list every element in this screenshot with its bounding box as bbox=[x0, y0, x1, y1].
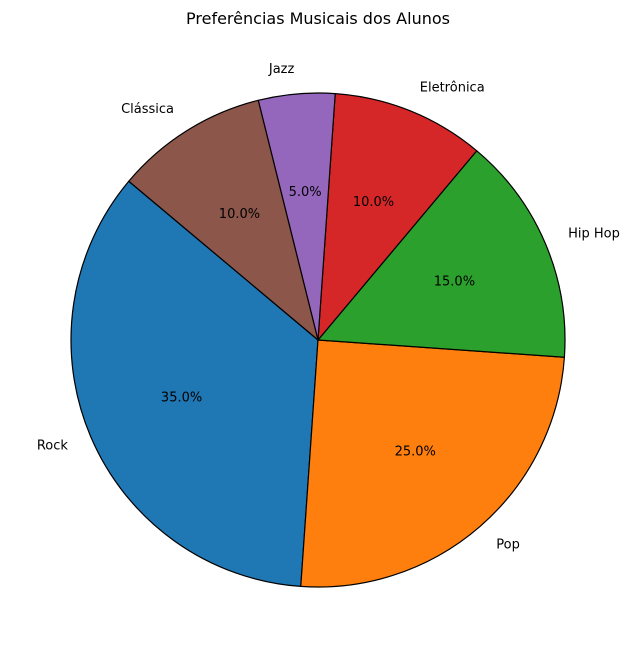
labels-layer: Rock 35.0% Pop 25.0% Hip Hop 15.0% Eletrônica 1… bbox=[37, 62, 620, 553]
pie-slice-cl-ssica bbox=[128, 99, 319, 341]
slices-layer bbox=[70, 92, 566, 588]
percent-label-jazz: 5.0% bbox=[289, 185, 322, 200]
slice-label-jazz: Jazz bbox=[268, 62, 295, 77]
pie-slice-rock bbox=[70, 180, 319, 587]
chart-title: Preferências Musicais dos Alunos bbox=[186, 9, 450, 28]
percent-label-rock: 35.0% bbox=[161, 390, 202, 405]
pie-slice-pop bbox=[300, 339, 565, 588]
slice-label-hip-hop: Hip Hop bbox=[568, 226, 620, 241]
pie-slice-hip-hop bbox=[317, 150, 566, 358]
slice-label-eletr-nica: Eletrônica bbox=[420, 81, 485, 96]
percent-label-eletr-nica: 10.0% bbox=[353, 195, 394, 210]
percent-label-hip-hop: 15.0% bbox=[434, 275, 475, 290]
slice-label-cl-ssica: Clássica bbox=[121, 102, 174, 117]
slice-label-pop: Pop bbox=[496, 538, 520, 553]
percent-label-cl-ssica: 10.0% bbox=[219, 207, 260, 222]
pie-slice-eletr-nica bbox=[317, 93, 478, 341]
percent-label-pop: 25.0% bbox=[395, 444, 436, 459]
slice-label-rock: Rock bbox=[37, 439, 69, 454]
